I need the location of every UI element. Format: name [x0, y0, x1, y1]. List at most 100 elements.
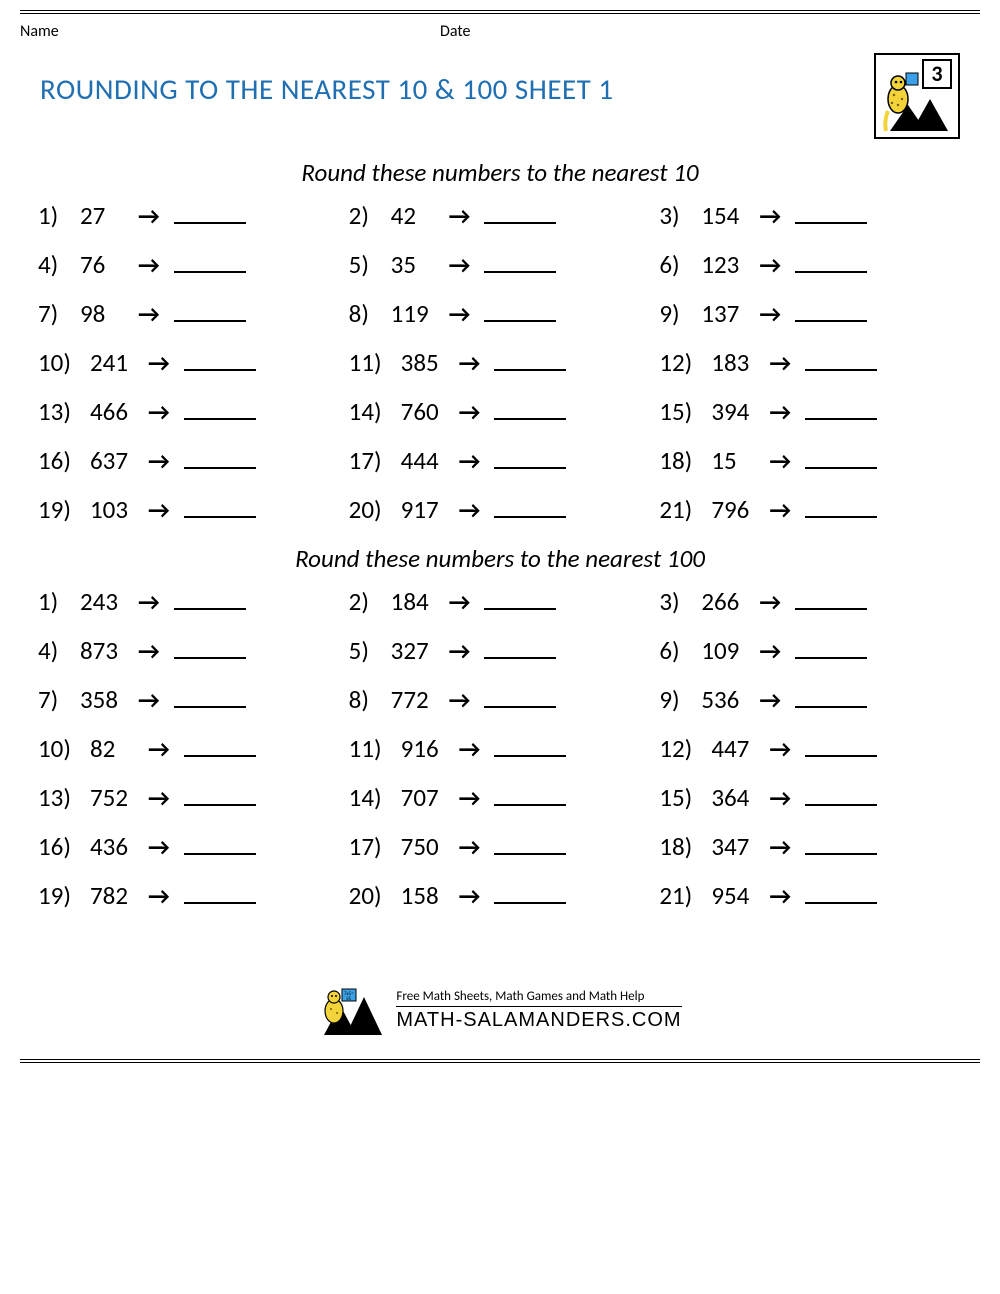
answer-blank[interactable]: [184, 735, 256, 758]
question-value: 123: [701, 249, 749, 280]
answer-blank[interactable]: [484, 251, 556, 274]
answer-blank[interactable]: [805, 398, 877, 421]
grade-number: 3: [922, 59, 952, 89]
question-item: 19)782→: [38, 880, 341, 911]
question-number: 14): [349, 396, 401, 427]
answer-blank[interactable]: [494, 496, 566, 519]
answer-blank[interactable]: [174, 300, 246, 323]
question-value: 98: [80, 298, 128, 329]
arrow-icon: →: [759, 637, 781, 666]
answer-blank[interactable]: [484, 686, 556, 709]
footer-logo-icon: 7x5= 35: [318, 981, 388, 1039]
question-value: 796: [711, 494, 759, 525]
question-value: 347: [711, 831, 759, 862]
answer-blank[interactable]: [494, 735, 566, 758]
answer-blank[interactable]: [174, 251, 246, 274]
answer-blank[interactable]: [805, 447, 877, 470]
question-item: 16)637→: [38, 445, 341, 476]
answer-blank[interactable]: [494, 833, 566, 856]
answer-blank[interactable]: [805, 496, 877, 519]
question-number: 3): [659, 200, 701, 231]
answer-blank[interactable]: [184, 349, 256, 372]
answer-blank[interactable]: [795, 588, 867, 611]
arrow-icon: →: [769, 882, 791, 911]
answer-blank[interactable]: [174, 588, 246, 611]
arrow-icon: →: [449, 202, 471, 231]
question-value: 750: [401, 831, 449, 862]
question-item: 13)466→: [38, 396, 341, 427]
answer-blank[interactable]: [494, 447, 566, 470]
question-number: 21): [659, 880, 711, 911]
question-item: 21)796→: [659, 494, 962, 525]
answer-blank[interactable]: [494, 398, 566, 421]
answer-blank[interactable]: [184, 784, 256, 807]
question-value: 243: [80, 586, 128, 617]
question-item: 7)358→: [38, 684, 341, 715]
question-value: 954: [711, 880, 759, 911]
question-value: 385: [401, 347, 449, 378]
question-number: 18): [659, 445, 711, 476]
answer-blank[interactable]: [795, 300, 867, 323]
answer-blank[interactable]: [184, 398, 256, 421]
arrow-icon: →: [759, 202, 781, 231]
answer-blank[interactable]: [184, 882, 256, 905]
name-date-row: Name Date: [0, 14, 1000, 45]
arrow-icon: →: [148, 833, 170, 862]
answer-blank[interactable]: [805, 349, 877, 372]
answer-blank[interactable]: [494, 882, 566, 905]
arrow-icon: →: [459, 735, 481, 764]
question-item: 14)707→: [349, 782, 652, 813]
answer-blank[interactable]: [184, 833, 256, 856]
answer-blank[interactable]: [805, 735, 877, 758]
answer-blank[interactable]: [795, 637, 867, 660]
answer-blank[interactable]: [174, 686, 246, 709]
answer-blank[interactable]: [484, 300, 556, 323]
arrow-icon: →: [769, 349, 791, 378]
answer-blank[interactable]: [494, 784, 566, 807]
question-value: 873: [80, 635, 128, 666]
answer-blank[interactable]: [184, 496, 256, 519]
question-value: 103: [90, 494, 138, 525]
answer-blank[interactable]: [795, 686, 867, 709]
arrow-icon: →: [769, 496, 791, 525]
arrow-icon: →: [449, 637, 471, 666]
answer-blank[interactable]: [805, 882, 877, 905]
answer-blank[interactable]: [795, 202, 867, 225]
arrow-icon: →: [148, 349, 170, 378]
arrow-icon: →: [459, 398, 481, 427]
answer-blank[interactable]: [484, 637, 556, 660]
question-item: 21)954 →: [659, 880, 962, 911]
answer-blank[interactable]: [795, 251, 867, 274]
answer-blank[interactable]: [484, 202, 556, 225]
page-title: ROUNDING TO THE NEAREST 10 & 100 SHEET 1: [40, 53, 874, 107]
question-number: 1): [38, 200, 80, 231]
answer-blank[interactable]: [805, 784, 877, 807]
svg-text:35: 35: [346, 996, 352, 1002]
question-number: 7): [38, 684, 80, 715]
answer-blank[interactable]: [494, 349, 566, 372]
question-value: 109: [701, 635, 749, 666]
answer-blank[interactable]: [484, 588, 556, 611]
arrow-icon: →: [769, 398, 791, 427]
question-number: 6): [659, 635, 701, 666]
question-item: 10)82→: [38, 733, 341, 764]
question-item: 11)916→: [349, 733, 652, 764]
answer-blank[interactable]: [184, 447, 256, 470]
question-value: 82: [90, 733, 138, 764]
arrow-icon: →: [148, 447, 170, 476]
question-value: 760: [401, 396, 449, 427]
header-row: ROUNDING TO THE NEAREST 10 & 100 SHEET 1…: [0, 53, 1000, 139]
answer-blank[interactable]: [174, 202, 246, 225]
question-item: 11)385→: [349, 347, 652, 378]
question-number: 11): [349, 347, 401, 378]
section-instruction: Round these numbers to the nearest 10: [0, 157, 1000, 188]
answer-blank[interactable]: [805, 833, 877, 856]
question-value: 447: [711, 733, 759, 764]
grade-badge: 3: [874, 53, 960, 139]
section-instruction: Round these numbers to the nearest 100: [0, 543, 1000, 574]
question-number: 11): [349, 733, 401, 764]
question-value: 27: [80, 200, 128, 231]
question-value: 35: [391, 249, 439, 280]
answer-blank[interactable]: [174, 637, 246, 660]
question-value: 154: [701, 200, 749, 231]
